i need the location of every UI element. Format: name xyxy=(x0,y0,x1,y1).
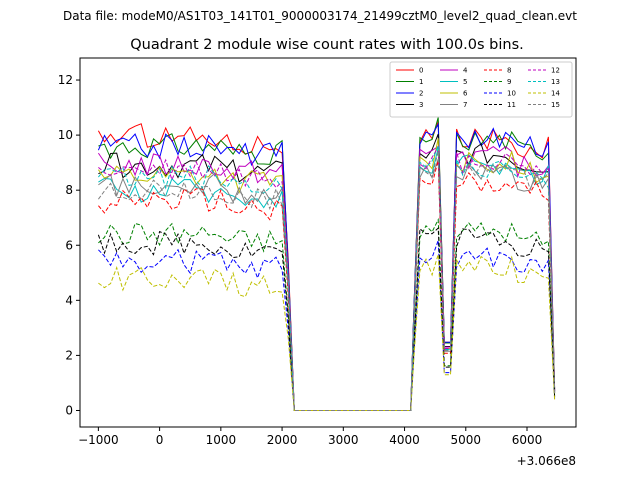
series-line-10 xyxy=(98,240,556,411)
x-axis: −1000 0 1000 2000 3000 4000 5000 6000 xyxy=(78,427,542,447)
plot-lines xyxy=(97,117,556,411)
x-tick-label: 1000 xyxy=(206,433,237,447)
legend-label: 5 xyxy=(463,78,467,86)
series-line-5 xyxy=(98,147,556,411)
legend-label: 7 xyxy=(463,101,467,109)
y-tick-label: 4 xyxy=(65,293,73,307)
legend-label: 8 xyxy=(507,67,511,75)
y-tick-label: 10 xyxy=(58,128,73,142)
legend-label: 6 xyxy=(463,90,468,98)
legend-label: 1 xyxy=(419,78,423,86)
x-tick-label: 0 xyxy=(156,433,164,447)
series-line-6 xyxy=(97,138,556,411)
legend-label: 9 xyxy=(507,78,511,86)
legend-label: 13 xyxy=(551,78,560,86)
chart-title: Quadrant 2 module wise count rates with … xyxy=(130,37,524,53)
legend-label: 12 xyxy=(551,67,560,75)
y-tick-label: 6 xyxy=(65,238,73,252)
legend-label: 15 xyxy=(551,101,560,109)
legend-label: 4 xyxy=(463,67,468,75)
legend-box xyxy=(389,61,573,118)
x-tick-label: −1000 xyxy=(78,433,119,447)
figure-suptitle: Data file: modeM0/AS1T03_141T01_90000031… xyxy=(63,9,577,23)
legend-label: 10 xyxy=(507,90,516,98)
y-tick-label: 8 xyxy=(65,183,73,197)
x-tick-label: 6000 xyxy=(512,433,543,447)
legend-label: 11 xyxy=(507,101,516,109)
x-tick-label: 4000 xyxy=(389,433,420,447)
x-tick-label: 5000 xyxy=(451,433,482,447)
y-tick-label: 2 xyxy=(65,348,73,362)
axes-frame xyxy=(79,57,577,428)
y-tick-label: 12 xyxy=(58,73,73,87)
series-line-15 xyxy=(97,151,556,411)
series-line-12 xyxy=(98,145,556,411)
legend-label: 3 xyxy=(419,101,423,109)
series-line-14 xyxy=(98,254,556,411)
x-tick-label: 3000 xyxy=(328,433,359,447)
x-axis-offset-label: +3.066e8 xyxy=(517,454,576,468)
series-line-9 xyxy=(98,217,556,411)
legend-label: 0 xyxy=(419,67,423,75)
series-line-11 xyxy=(97,227,556,411)
y-axis: 0 2 4 6 8 10 12 xyxy=(58,73,80,417)
y-tick-label: 0 xyxy=(65,403,73,417)
x-tick-label: 2000 xyxy=(267,433,298,447)
legend-label: 2 xyxy=(419,90,423,98)
legend-label: 14 xyxy=(551,90,560,98)
